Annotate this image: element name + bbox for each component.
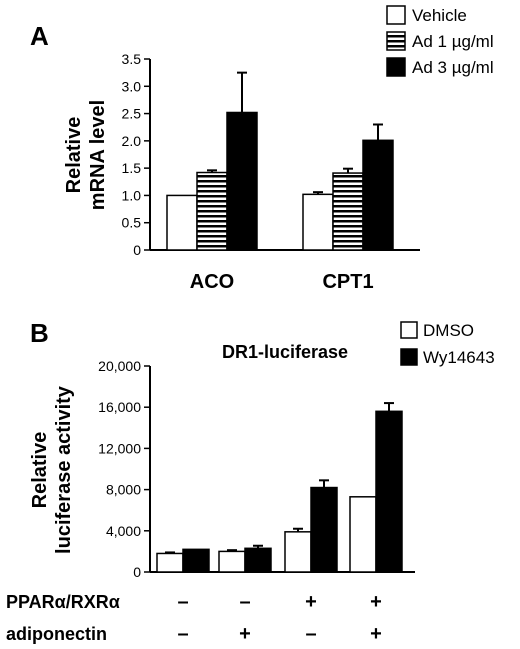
panel-a-letter: A [30,21,49,51]
bar [362,139,394,251]
condition-sign: + [239,623,251,645]
y-tick-label: 8,000 [106,482,141,498]
y-tick-label: 0.5 [122,215,142,231]
condition-sign: + [370,623,382,645]
y-tick-label: 4,000 [106,523,141,539]
bar [332,172,364,251]
panel-a-bars [166,71,394,251]
legend-swatch [400,321,418,339]
condition-sign: – [177,591,188,613]
bar [375,410,403,573]
y-tick-label: 0 [133,564,141,580]
bar [226,111,258,251]
y-tick-label: 16,000 [98,399,141,415]
category-label: ACO [190,271,234,293]
bar [349,496,377,573]
category-label: CPT1 [322,271,373,293]
legend-label: Vehicle [412,6,467,25]
legend-swatch [386,57,406,77]
y-tick-label: 2.0 [122,133,142,149]
legend-label: Wy14643 [423,348,495,367]
bar [156,552,184,573]
legend-label: Ad 3 µg/ml [412,58,494,77]
y-tick-label: 2.5 [122,106,142,122]
panel-a-y-axis-label: Relative mRNA level [63,100,109,210]
y-tick-label: 1.5 [122,160,142,176]
y-axis-label-line: Relative [63,117,85,194]
condition-sign: + [370,591,382,613]
condition-row-label: PPARα/RXRα [6,592,120,612]
y-tick-label: 0 [133,242,141,258]
bar [166,194,198,251]
legend-swatch [386,5,406,25]
y-axis-label-line: Relative [29,432,51,509]
panel-b-bars [156,402,403,573]
bar [302,193,334,251]
legend-label: DMSO [423,321,474,340]
bar [244,547,272,573]
bar [196,171,228,251]
panel-b-legend: DMSO Wy14643 [400,321,495,367]
legend-label: Ad 1 µg/ml [412,32,494,51]
y-tick-label: 20,000 [98,358,141,374]
bar [218,550,246,573]
y-axis-label-line: luciferase activity [53,385,75,554]
bar [310,486,338,573]
panel-b-title: DR1-luciferase [222,342,348,362]
panel-a-legend: Vehicle Ad 1 µg/ml Ad 3 µg/ml [386,5,494,77]
chart-panel-a: A Relative mRNA level 0 0.5 1.0 1.5 2.0 2.5 3.0… [30,5,494,293]
y-axis-label-line: mRNA level [87,100,109,210]
condition-row-label: adiponectin [6,624,107,644]
bar [182,548,210,573]
panel-b-y-axis-label: Relative luciferase activity [29,385,75,554]
y-tick-label: 1.0 [122,187,142,203]
condition-sign: – [177,623,188,645]
y-axis-label-text: Relative luciferase activity [29,385,75,554]
y-tick-label: 3.5 [122,51,142,67]
condition-sign: + [305,591,317,613]
legend-swatch [386,31,406,51]
y-tick-label: 12,000 [98,440,141,456]
y-axis-label-text: Relative mRNA level [63,100,109,210]
y-tick-label: 3.0 [122,78,142,94]
condition-sign: – [305,623,316,645]
legend-swatch [400,348,418,366]
panel-b-y-axis: 0 4,000 8,000 12,000 16,000 20,000 [98,358,415,580]
bar [284,531,312,573]
panel-a-category-labels: ACO CPT1 [190,271,374,293]
panel-b-letter: B [30,318,49,348]
chart-panel-b: B DR1-luciferase Relative luciferase acti… [6,318,495,645]
panel-b-condition-table: PPARα/RXRα – – + + adiponectin – + – + [6,591,382,645]
condition-sign: – [239,591,250,613]
